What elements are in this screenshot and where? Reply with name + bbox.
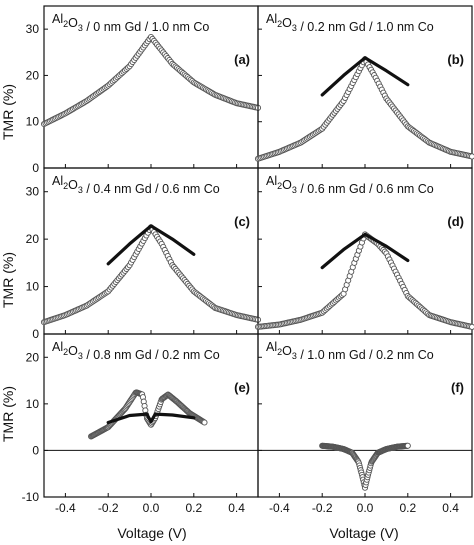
x-tick-label: 0.0 bbox=[143, 501, 160, 515]
model-curve bbox=[320, 232, 410, 270]
data-point bbox=[468, 323, 474, 330]
title-subscript: 3 bbox=[78, 185, 83, 195]
title-text: Al bbox=[52, 340, 63, 354]
model-curve bbox=[106, 412, 196, 425]
y-tick-label: 20 bbox=[26, 232, 40, 246]
title-subscript: 3 bbox=[292, 185, 297, 195]
title-subscript: 3 bbox=[292, 23, 297, 33]
panel-tag: (c) bbox=[234, 214, 250, 229]
title-subscript: 2 bbox=[277, 347, 282, 357]
panel-title: Al2O3 / 0.2 nm Gd / 1.0 nm Co bbox=[266, 12, 434, 34]
y-axis-label-bottom: TMR (%) bbox=[0, 386, 16, 442]
title-text: / 0 nm Gd / 1.0 nm Co bbox=[83, 20, 209, 34]
title-subscript: 2 bbox=[277, 19, 282, 29]
title-text: O bbox=[282, 344, 292, 358]
panel-title: Al2O3 / 1.0 nm Gd / 0.2 nm Co bbox=[266, 340, 434, 362]
x-tick-label: -0.2 bbox=[98, 501, 119, 515]
title-text: / 1.0 nm Gd / 0.2 nm Co bbox=[297, 348, 434, 362]
x-tick-label: 0.0 bbox=[357, 501, 374, 515]
title-text: / 0.6 nm Gd / 0.6 nm Co bbox=[297, 182, 434, 196]
panel-tag: (a) bbox=[234, 52, 250, 67]
x-tick-label: -0.2 bbox=[312, 501, 333, 515]
model-curve bbox=[106, 224, 196, 266]
panel-title: Al2O3 / 0.8 nm Gd / 0.2 nm Co bbox=[52, 340, 220, 362]
x-tick-label: -0.4 bbox=[55, 501, 76, 515]
title-subscript: 3 bbox=[78, 351, 83, 361]
title-text: / 0.4 nm Gd / 0.6 nm Co bbox=[83, 182, 220, 196]
panel-tag: (f) bbox=[451, 380, 464, 395]
x-axis-label-right: Voltage (V) bbox=[329, 525, 398, 541]
data-point bbox=[201, 419, 208, 426]
title-subscript: 2 bbox=[277, 181, 282, 191]
panel-tag: (b) bbox=[447, 52, 464, 67]
y-tick-label: 20 bbox=[26, 68, 40, 82]
x-tick-label: 0.4 bbox=[442, 501, 459, 515]
x-tick-label: 0.2 bbox=[399, 501, 416, 515]
title-text: O bbox=[282, 16, 292, 30]
panel-title: Al2O3 / 0 nm Gd / 1.0 nm Co bbox=[52, 12, 209, 34]
title-text: / 0.8 nm Gd / 0.2 nm Co bbox=[83, 348, 220, 362]
y-tick-label: 0 bbox=[32, 161, 39, 175]
panel-title: Al2O3 / 0.6 nm Gd / 0.6 nm Co bbox=[266, 174, 434, 196]
panel-tag: (e) bbox=[234, 380, 250, 395]
title-text: O bbox=[282, 178, 292, 192]
x-tick-label: -0.4 bbox=[269, 501, 290, 515]
model-curve bbox=[320, 56, 410, 97]
y-tick-label: 30 bbox=[26, 22, 40, 36]
panel-tag: (d) bbox=[447, 214, 464, 229]
panel-b: Al2O3 / 0.2 nm Gd / 1.0 nm Co (b) bbox=[254, 5, 474, 169]
measured-series bbox=[254, 231, 474, 330]
title-text: Al bbox=[266, 340, 277, 354]
title-subscript: 3 bbox=[78, 23, 83, 33]
measured-series bbox=[40, 224, 262, 326]
title-text: / 0.2 nm Gd / 1.0 nm Co bbox=[297, 20, 434, 34]
y-tick-label: 30 bbox=[26, 185, 40, 199]
measured-series bbox=[40, 33, 262, 128]
title-text: O bbox=[68, 344, 78, 358]
title-text: O bbox=[68, 178, 78, 192]
panel-title: Al2O3 / 0.4 nm Gd / 0.6 nm Co bbox=[52, 174, 220, 196]
y-tick-label: 20 bbox=[26, 350, 40, 364]
title-subscript: 3 bbox=[292, 351, 297, 361]
panel-a: 0 10 20 30 Al2O3 / 0 nm Gd / 1.0 nm Co (a) bbox=[26, 5, 262, 175]
panel-d: Al2O3 / 0.6 nm Gd / 0.6 nm Co (d) bbox=[254, 167, 474, 335]
title-subscript: 2 bbox=[63, 347, 68, 357]
title-text: O bbox=[68, 16, 78, 30]
data-point bbox=[468, 153, 474, 160]
y-axis-label-middle: TMR (%) bbox=[0, 252, 16, 308]
measured-series bbox=[254, 56, 474, 162]
title-text: Al bbox=[52, 12, 63, 26]
x-axis-label-left: Voltage (V) bbox=[117, 525, 186, 541]
data-point bbox=[404, 442, 411, 449]
measured-series bbox=[88, 389, 208, 440]
y-tick-label: 10 bbox=[26, 280, 40, 294]
y-tick-label: 10 bbox=[26, 397, 40, 411]
title-subscript: 2 bbox=[63, 19, 68, 29]
title-text: Al bbox=[52, 174, 63, 188]
measured-series bbox=[319, 442, 411, 491]
y-tick-label: 0 bbox=[32, 327, 39, 341]
panel-c: 0 10 20 30 Al2O3 / 0.4 nm Gd / 0.6 nm Co (c) bbox=[26, 167, 262, 341]
y-tick-label: 10 bbox=[26, 115, 40, 129]
y-axis-label-top: TMR (%) bbox=[0, 84, 16, 140]
x-tick-label: 0.2 bbox=[185, 501, 202, 515]
x-tick-label: 0.4 bbox=[228, 501, 245, 515]
panel-f: -0.4 -0.2 0.0 0.2 0.4 Al2O3 / 1.0 nm Gd / 0.2… bbox=[257, 333, 473, 515]
title-text: Al bbox=[266, 174, 277, 188]
title-subscript: 2 bbox=[63, 181, 68, 191]
y-tick-label: -10 bbox=[22, 490, 40, 504]
title-text: Al bbox=[266, 12, 277, 26]
panel-e: -10 0 10 20 -0.4 -0.2 0.0 0.2 0.4 Al2O3 / 0.8 nm … bbox=[22, 333, 259, 515]
y-tick-label: 0 bbox=[32, 443, 39, 457]
